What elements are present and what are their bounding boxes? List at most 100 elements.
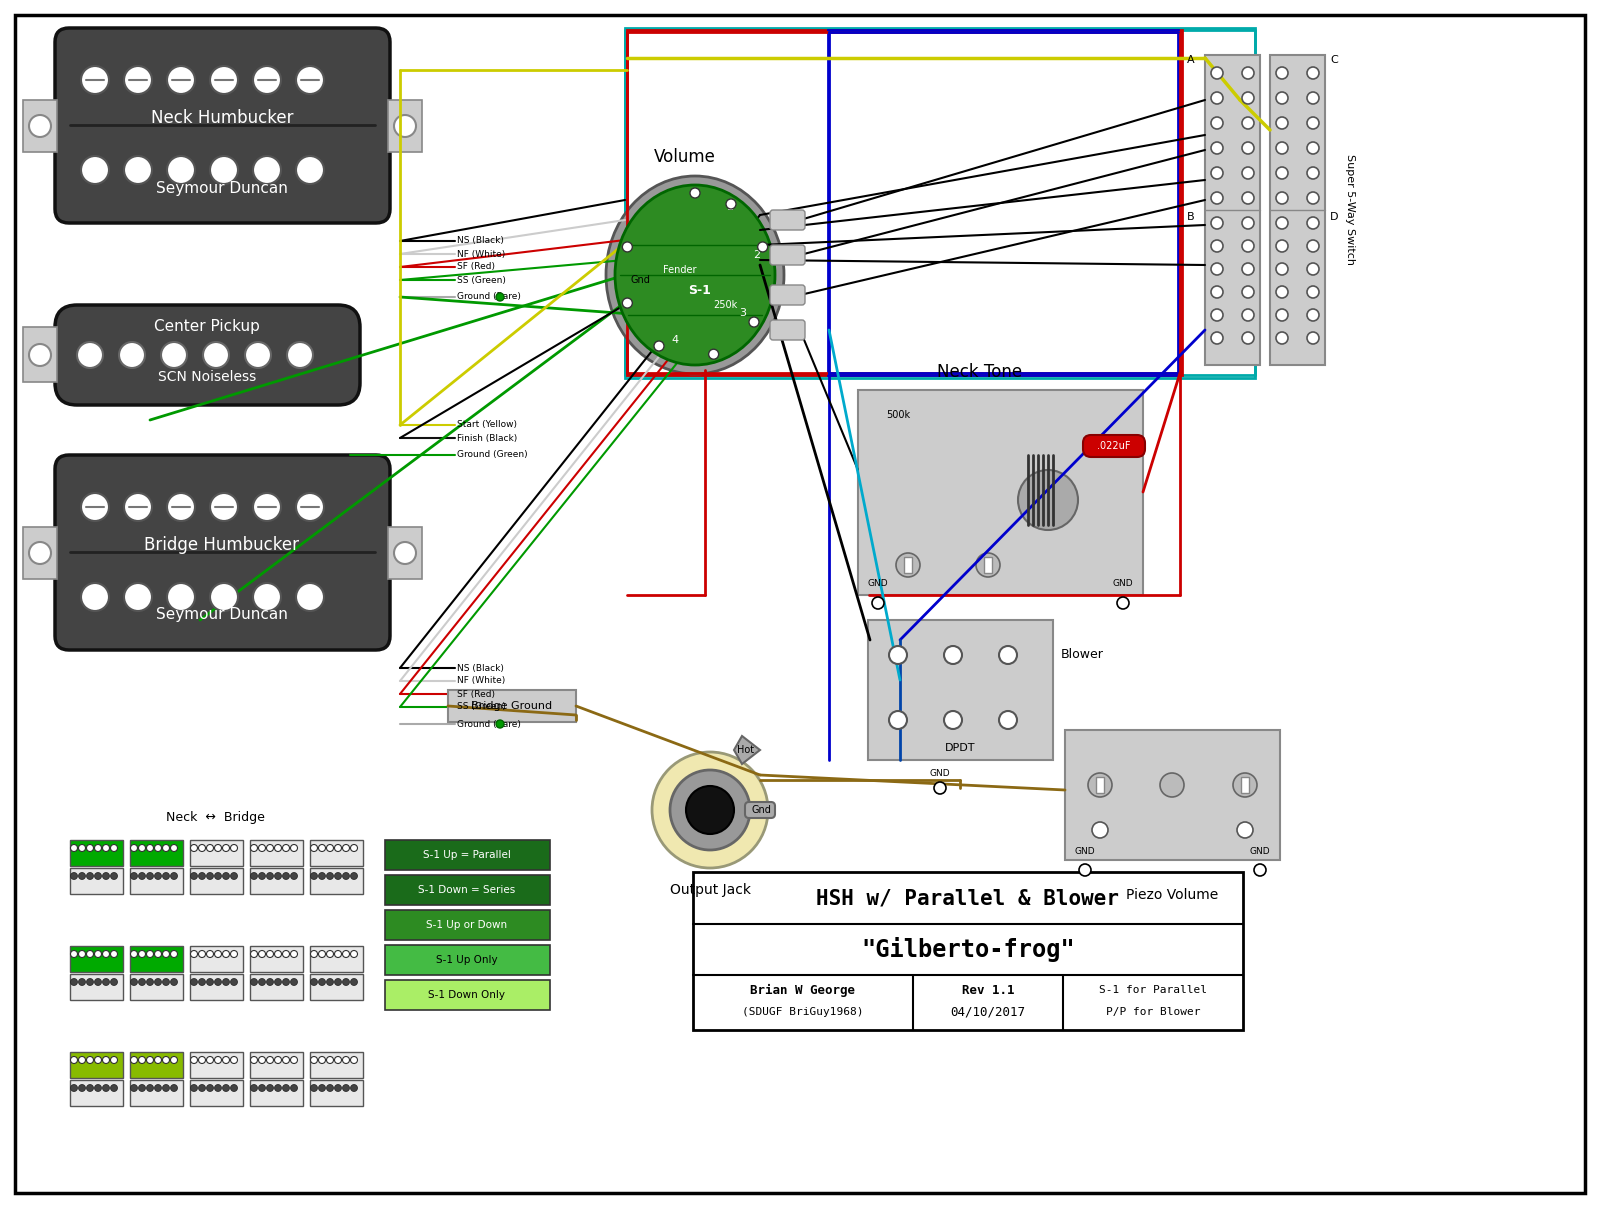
- Circle shape: [1307, 217, 1318, 230]
- Circle shape: [251, 1057, 258, 1063]
- Circle shape: [214, 844, 221, 852]
- Circle shape: [222, 1085, 229, 1092]
- Bar: [1066, 730, 1280, 860]
- Circle shape: [210, 156, 238, 184]
- Bar: [250, 869, 302, 894]
- Text: Neck Humbucker: Neck Humbucker: [150, 109, 293, 127]
- Circle shape: [496, 720, 504, 728]
- Polygon shape: [734, 736, 760, 763]
- Bar: [858, 390, 1142, 596]
- Circle shape: [222, 951, 229, 958]
- Circle shape: [275, 951, 282, 958]
- Circle shape: [291, 951, 298, 958]
- Circle shape: [1307, 240, 1318, 252]
- Circle shape: [326, 1085, 333, 1092]
- Circle shape: [310, 951, 317, 958]
- Circle shape: [283, 844, 290, 852]
- Circle shape: [206, 978, 213, 986]
- Circle shape: [1242, 167, 1254, 179]
- Circle shape: [70, 1057, 77, 1063]
- Ellipse shape: [606, 176, 784, 374]
- Circle shape: [726, 199, 736, 209]
- Circle shape: [1211, 167, 1222, 179]
- Circle shape: [267, 844, 274, 852]
- Bar: [22, 527, 58, 579]
- Circle shape: [259, 978, 266, 986]
- Circle shape: [94, 978, 101, 986]
- Circle shape: [163, 1057, 170, 1063]
- Circle shape: [267, 872, 274, 879]
- Circle shape: [198, 872, 205, 879]
- Text: Output Jack: Output Jack: [669, 883, 750, 898]
- Circle shape: [1307, 263, 1318, 275]
- Circle shape: [310, 978, 317, 986]
- Circle shape: [944, 646, 962, 664]
- Circle shape: [1242, 143, 1254, 153]
- Circle shape: [29, 542, 51, 564]
- Bar: [250, 840, 302, 866]
- Circle shape: [291, 844, 298, 852]
- Circle shape: [139, 1057, 146, 1063]
- Circle shape: [78, 1085, 85, 1092]
- Circle shape: [210, 583, 238, 611]
- Text: GND: GND: [1250, 848, 1270, 856]
- Circle shape: [259, 951, 266, 958]
- Circle shape: [709, 349, 718, 359]
- Circle shape: [1307, 117, 1318, 129]
- Bar: [386, 980, 550, 1010]
- Circle shape: [147, 1057, 154, 1063]
- FancyBboxPatch shape: [770, 245, 805, 265]
- Bar: [70, 1052, 123, 1078]
- Text: GND: GND: [867, 579, 888, 587]
- Circle shape: [1237, 821, 1253, 838]
- Circle shape: [622, 242, 632, 252]
- Circle shape: [155, 951, 162, 958]
- Circle shape: [171, 978, 178, 986]
- Circle shape: [296, 493, 323, 521]
- Text: SF (Red): SF (Red): [458, 690, 494, 698]
- Circle shape: [78, 872, 85, 879]
- Circle shape: [139, 872, 146, 879]
- Bar: [70, 946, 123, 972]
- Circle shape: [342, 872, 349, 879]
- Circle shape: [222, 1057, 229, 1063]
- Circle shape: [1277, 192, 1288, 204]
- Circle shape: [890, 646, 907, 664]
- Bar: [130, 946, 182, 972]
- Bar: [1205, 56, 1261, 365]
- Circle shape: [171, 844, 178, 852]
- Bar: [904, 557, 912, 573]
- Bar: [250, 974, 302, 1000]
- Circle shape: [163, 844, 170, 852]
- Circle shape: [86, 978, 93, 986]
- Circle shape: [318, 844, 325, 852]
- Circle shape: [230, 844, 237, 852]
- Circle shape: [147, 872, 154, 879]
- Circle shape: [29, 115, 51, 137]
- Circle shape: [147, 978, 154, 986]
- Circle shape: [171, 951, 178, 958]
- Circle shape: [1307, 92, 1318, 104]
- Text: Bridge Humbucker: Bridge Humbucker: [144, 536, 299, 554]
- Text: NF (White): NF (White): [458, 676, 506, 685]
- Circle shape: [296, 156, 323, 184]
- Text: S-1: S-1: [688, 284, 712, 296]
- Circle shape: [267, 1085, 274, 1092]
- Circle shape: [1242, 309, 1254, 321]
- Circle shape: [214, 1057, 221, 1063]
- Circle shape: [1242, 286, 1254, 298]
- Text: Brian W George: Brian W George: [750, 983, 856, 997]
- Text: Neck Tone: Neck Tone: [938, 362, 1022, 381]
- Circle shape: [291, 872, 298, 879]
- Circle shape: [77, 342, 102, 368]
- Circle shape: [198, 978, 205, 986]
- Text: Ground (Green): Ground (Green): [458, 451, 528, 459]
- Circle shape: [210, 66, 238, 94]
- Circle shape: [318, 1057, 325, 1063]
- Circle shape: [78, 951, 85, 958]
- Circle shape: [171, 1085, 178, 1092]
- Text: Center Pickup: Center Pickup: [154, 319, 259, 335]
- Text: Start (Yellow): Start (Yellow): [458, 420, 517, 430]
- Circle shape: [163, 978, 170, 986]
- Circle shape: [758, 242, 768, 252]
